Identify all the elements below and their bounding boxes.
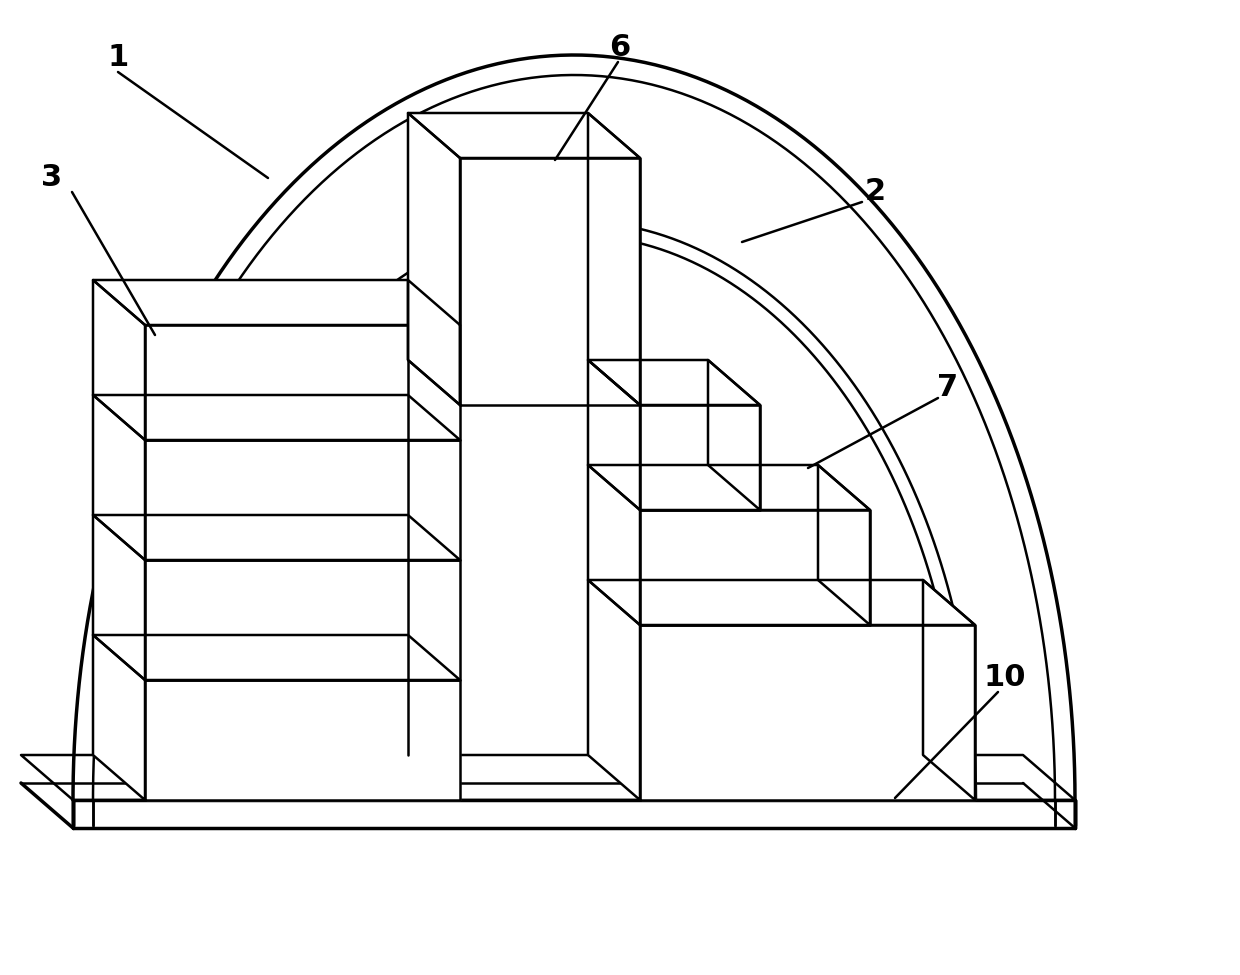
Polygon shape (145, 325, 460, 440)
Polygon shape (93, 515, 460, 560)
Polygon shape (640, 510, 870, 625)
Text: 6: 6 (609, 33, 631, 62)
Polygon shape (93, 280, 460, 325)
Polygon shape (93, 280, 145, 800)
Polygon shape (708, 360, 760, 510)
Polygon shape (93, 395, 460, 440)
Polygon shape (21, 755, 1075, 800)
Text: 7: 7 (937, 373, 959, 403)
Polygon shape (93, 635, 460, 680)
Polygon shape (818, 465, 870, 625)
Polygon shape (408, 280, 460, 405)
Polygon shape (145, 680, 460, 800)
Polygon shape (588, 580, 975, 625)
Polygon shape (588, 113, 640, 405)
Text: 3: 3 (41, 164, 62, 192)
Polygon shape (640, 625, 975, 800)
Polygon shape (588, 465, 870, 510)
Polygon shape (460, 158, 640, 405)
Polygon shape (408, 113, 460, 405)
Polygon shape (640, 405, 760, 510)
Text: 10: 10 (983, 664, 1027, 692)
Polygon shape (73, 800, 1075, 828)
Polygon shape (588, 360, 760, 405)
Polygon shape (923, 580, 975, 800)
Polygon shape (145, 560, 460, 680)
Text: 2: 2 (864, 177, 885, 207)
Polygon shape (408, 113, 640, 158)
Polygon shape (145, 440, 460, 560)
Text: 1: 1 (108, 44, 129, 72)
Polygon shape (588, 360, 640, 800)
